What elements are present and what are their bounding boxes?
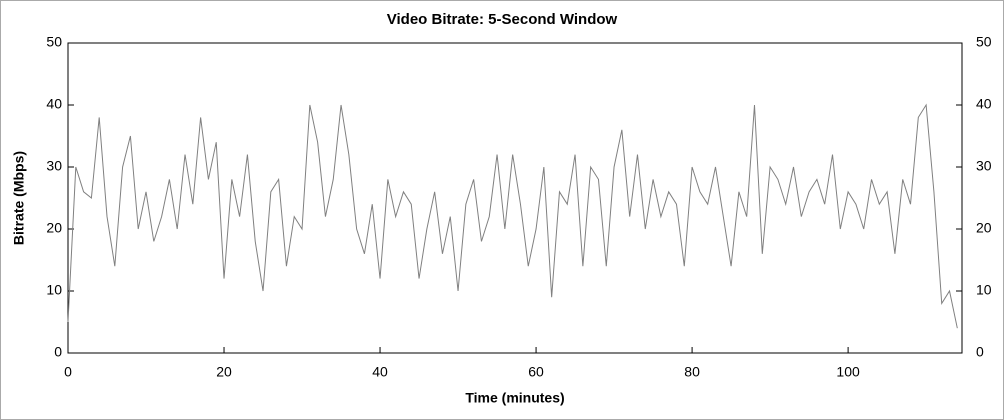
x-tick-label: 80 [684,364,700,380]
x-tick-label: 0 [64,364,72,380]
x-axis-label: Time (minutes) [465,390,564,406]
y-tick-label: 20 [46,220,62,236]
y-tick-label: 0 [54,344,62,360]
bitrate-line [67,103,958,329]
y-tick-label: 30 [46,158,62,174]
x-tick-label: 100 [836,364,860,380]
chart-title: Video Bitrate: 5-Second Window [387,11,618,28]
y2-tick-label: 40 [976,96,992,112]
x-tick-label: 40 [372,364,388,380]
x-tick-label: 60 [528,364,544,380]
y2-tick-label: 20 [976,220,992,236]
y-tick-label: 10 [46,282,62,298]
y-tick-label: 40 [46,96,62,112]
y2-tick-label: 50 [976,34,992,50]
y-tick-label: 50 [46,34,62,50]
y2-tick-label: 10 [976,282,992,298]
y-axis-label: Bitrate (Mbps) [11,151,27,245]
x-tick-label: 20 [216,364,232,380]
plot-frame [67,42,963,354]
y2-tick-label: 0 [976,344,984,360]
y2-tick-label: 30 [976,158,992,174]
